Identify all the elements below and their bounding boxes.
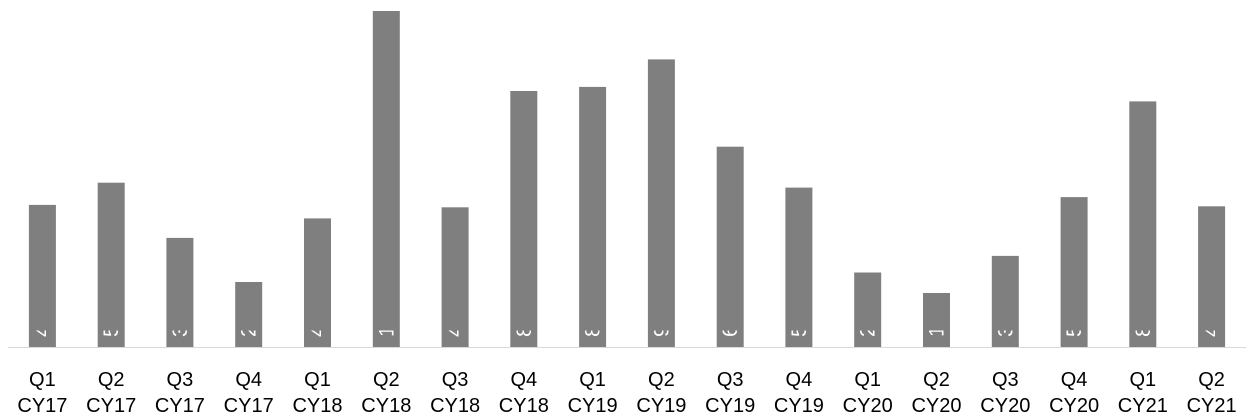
category-label: Q4 bbox=[786, 369, 813, 391]
category-label: Q4 bbox=[235, 369, 262, 391]
data-label: 2,548 bbox=[857, 284, 880, 337]
category-label: CY17 bbox=[155, 395, 205, 417]
category-label: CY19 bbox=[774, 395, 824, 417]
bar bbox=[372, 11, 400, 347]
data-label: 4,863 bbox=[31, 284, 54, 337]
bar bbox=[785, 187, 813, 347]
category-label: Q2 bbox=[373, 369, 400, 391]
category-label: CY19 bbox=[705, 395, 755, 417]
category-label: CY17 bbox=[86, 395, 136, 417]
category-label: Q1 bbox=[854, 369, 881, 391]
bar bbox=[304, 218, 331, 347]
category-label: Q2 bbox=[923, 369, 950, 391]
category-label: CY20 bbox=[911, 395, 961, 417]
category-label: CY18 bbox=[292, 395, 342, 417]
category-label: Q1 bbox=[29, 369, 56, 391]
category-label: Q2 bbox=[648, 369, 675, 391]
category-label: CY19 bbox=[636, 395, 686, 417]
category-label: CY19 bbox=[568, 395, 618, 417]
category-label: CY20 bbox=[980, 395, 1030, 417]
data-label: 3,118 bbox=[994, 286, 1017, 337]
bar bbox=[166, 237, 194, 347]
data-label: 4,779 bbox=[444, 284, 467, 337]
bar bbox=[510, 91, 538, 347]
data-label: 8,761 bbox=[513, 284, 536, 337]
category-label: Q4 bbox=[1061, 369, 1088, 391]
data-label: 5,456 bbox=[788, 284, 811, 337]
data-label: 5,624 bbox=[100, 284, 123, 337]
category-label: CY17 bbox=[17, 395, 67, 417]
bar bbox=[97, 182, 125, 347]
category-label: Q3 bbox=[442, 369, 469, 391]
bar bbox=[923, 293, 950, 347]
category-label: Q3 bbox=[167, 369, 194, 391]
data-label: 1,848 bbox=[926, 284, 949, 337]
category-label: CY20 bbox=[843, 395, 893, 417]
category-label: Q1 bbox=[1129, 369, 1156, 391]
category-label: Q2 bbox=[98, 369, 125, 391]
category-label: Q4 bbox=[510, 369, 537, 391]
category-label: CY18 bbox=[361, 395, 411, 417]
category-label: Q3 bbox=[992, 369, 1019, 391]
bar bbox=[579, 86, 607, 348]
data-label: 3,733 bbox=[169, 284, 192, 337]
data-label: 11,498 bbox=[375, 274, 398, 337]
category-label: Q1 bbox=[304, 369, 331, 391]
data-label: 2,226 bbox=[238, 284, 261, 337]
bar bbox=[647, 59, 675, 348]
data-label: 8,403 bbox=[1132, 284, 1155, 337]
bar bbox=[441, 207, 469, 347]
bar bbox=[716, 146, 744, 347]
category-label: CY18 bbox=[430, 395, 480, 417]
bar bbox=[854, 272, 882, 347]
data-label: 4,816 bbox=[1201, 284, 1224, 337]
category-label: CY20 bbox=[1049, 395, 1099, 417]
bar bbox=[1129, 101, 1157, 348]
category-label: Q1 bbox=[579, 369, 606, 391]
bar bbox=[991, 255, 1019, 347]
category-label: CY21 bbox=[1118, 395, 1168, 417]
category-label: CY21 bbox=[1187, 395, 1237, 417]
bar bbox=[28, 204, 56, 347]
category-label: Q3 bbox=[717, 369, 744, 391]
data-label: 6,855 bbox=[719, 284, 742, 337]
bar bbox=[1060, 197, 1088, 347]
category-label: Q2 bbox=[1198, 369, 1225, 391]
data-label: 5,131 bbox=[1063, 284, 1086, 337]
data-label: 4,402 bbox=[307, 284, 330, 337]
bar bbox=[1198, 206, 1226, 347]
bar bbox=[235, 282, 263, 347]
category-label: CY17 bbox=[224, 395, 274, 417]
data-label: 8,899 bbox=[582, 284, 605, 337]
data-label: 9,841 bbox=[650, 284, 673, 337]
category-label: CY18 bbox=[499, 395, 549, 417]
